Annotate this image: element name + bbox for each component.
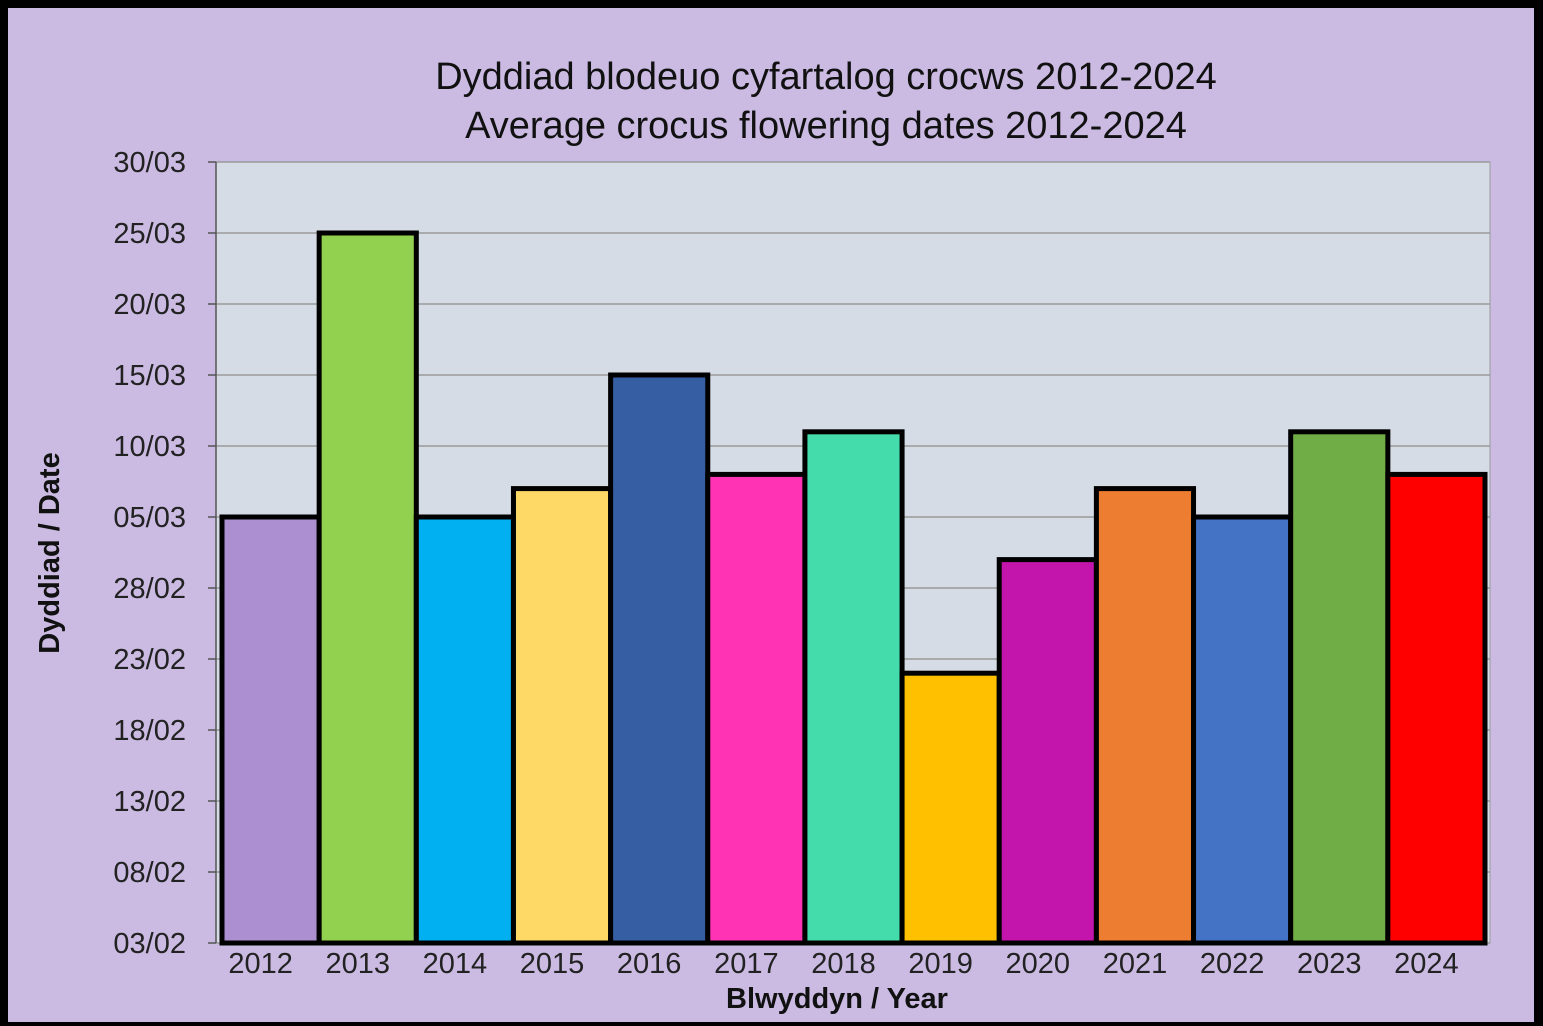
y-axis-title: Dyddiad / Date	[34, 452, 66, 653]
x-tick-label: 2022	[1200, 948, 1265, 980]
bar-2024	[1385, 471, 1488, 946]
x-tick-label: 2023	[1297, 948, 1362, 980]
bars	[219, 230, 1488, 946]
y-tick-label: 13/02	[113, 786, 186, 818]
x-tick-label: 2024	[1394, 948, 1459, 980]
x-tick-label: 2013	[325, 948, 390, 980]
y-tick-label: 25/03	[113, 218, 186, 250]
x-tick-label: 2019	[908, 948, 973, 980]
y-axis: 30/03 25/03 20/03 15/03 10/03 05/03 28/02 23/02…	[113, 147, 217, 960]
x-tick-label: 2016	[617, 948, 682, 980]
y-tick-label: 03/02	[113, 928, 186, 960]
chart-title-english: Average crocus flowering dates 2012-2024	[465, 105, 1187, 147]
y-tick-label: 23/02	[113, 644, 186, 676]
bar-2014	[413, 514, 516, 946]
bar-2023	[1288, 429, 1391, 946]
x-tick-label: 2012	[228, 948, 293, 980]
bar-2018	[802, 429, 905, 946]
bar-2020	[996, 557, 1099, 946]
y-tick-label: 08/02	[113, 857, 186, 889]
bar-2016	[608, 372, 711, 946]
bar-2015	[510, 486, 614, 946]
y-tick-label: 28/02	[113, 573, 186, 605]
chart-canvas: Dyddiad blodeuo cyfartalog crocws 2012-2…	[34, 56, 1491, 1015]
chart-title-welsh: Dyddiad blodeuo cyfartalog crocws 2012-2…	[435, 56, 1217, 98]
x-tick-label: 2014	[423, 948, 488, 980]
y-tick-label: 15/03	[113, 360, 186, 392]
x-tick-label: 2018	[811, 948, 876, 980]
bar-2013	[316, 230, 419, 946]
bar-2017	[705, 471, 808, 946]
bar-2022	[1191, 514, 1294, 946]
y-tick-label: 05/03	[113, 502, 186, 534]
y-tick-label: 18/02	[113, 715, 186, 747]
x-axis: 2012 2013 2014 2015 2016 2017 2018 2019 2020 2021…	[228, 948, 1458, 980]
chart-frame: Dyddiad blodeuo cyfartalog crocws 2012-2…	[8, 8, 1534, 1022]
y-tick-label: 30/03	[113, 147, 186, 179]
y-tick-label: 20/03	[113, 289, 186, 321]
x-tick-label: 2020	[1006, 948, 1071, 980]
x-tick-label: 2015	[520, 948, 585, 980]
x-tick-label: 2021	[1103, 948, 1168, 980]
bar-2012	[219, 514, 322, 946]
bar-2021	[1093, 486, 1197, 946]
x-axis-title: Blwyddyn / Year	[726, 983, 948, 1015]
bar-2019	[899, 670, 1002, 946]
y-tick-label: 10/03	[113, 431, 186, 463]
x-tick-label: 2017	[714, 948, 779, 980]
